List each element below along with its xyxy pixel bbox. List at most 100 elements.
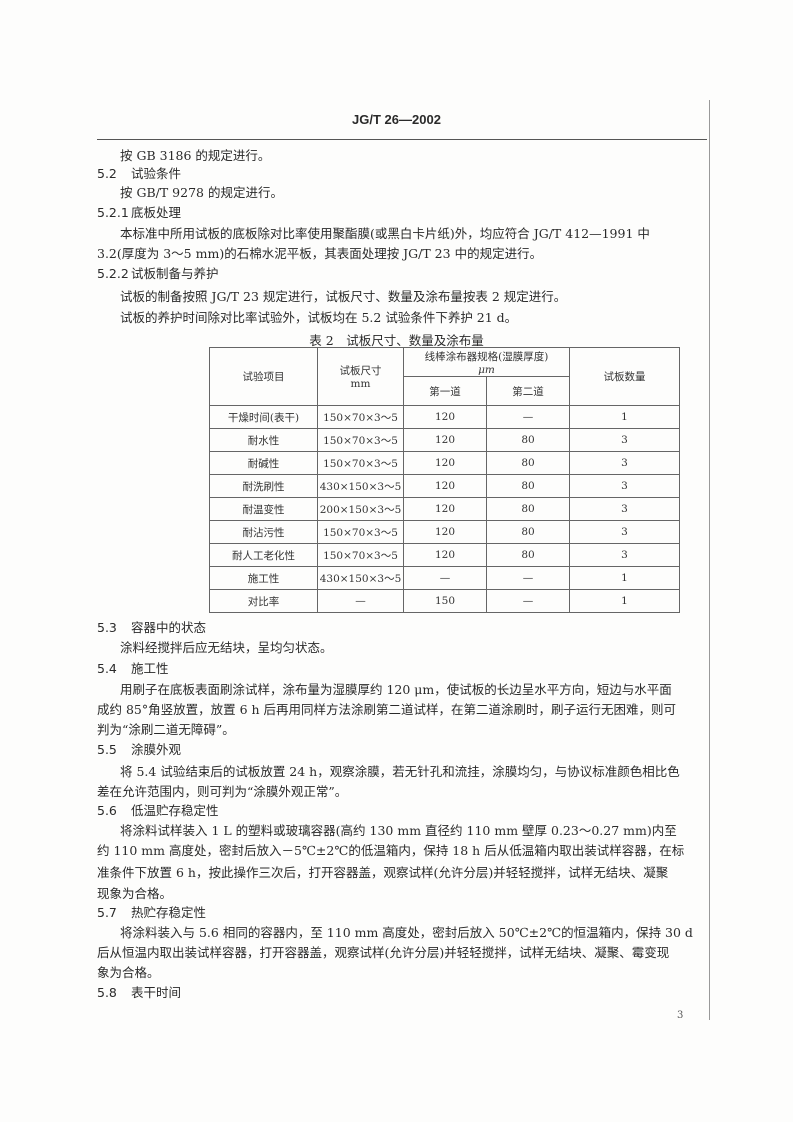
- table-cell: —: [317, 589, 404, 613]
- paragraph-line: 约 110 mm 高度处，密封后放入－5℃±2℃的低温箱内，保持 18 h 后从…: [97, 843, 685, 858]
- paragraph-line: 将涂料试样装入 1 L 的塑料或玻璃容器(高约 130 mm 直径约 110 m…: [120, 823, 677, 838]
- table-row: 耐水性 150×70×3～5 120 80 3: [209, 428, 680, 452]
- table-cell: 430×150×3～5: [317, 474, 404, 498]
- table-cell: 200×150×3～5: [317, 497, 404, 521]
- table-cell: 耐水性: [209, 428, 318, 452]
- paragraph-line: 本标准中所用试板的底板除对比率使用聚酯膜(或黑白卡片纸)外，均应符合 JG/T …: [120, 226, 650, 241]
- table-row: 对比率 —150—1: [209, 589, 680, 613]
- table-cell: —: [403, 566, 487, 590]
- section-number: 5.6: [97, 803, 117, 818]
- page-number: 3: [677, 1010, 684, 1021]
- section-number: 5.2.1: [97, 205, 129, 220]
- section-title: 热贮存稳定性: [131, 905, 207, 920]
- table-row: 耐洗刷性 430×150×3～5 120 80 3: [209, 474, 680, 498]
- section-number: 5.2.2: [97, 266, 129, 281]
- section-title: 试验条件: [131, 166, 182, 181]
- table-cell: 耐人工老化性: [209, 543, 318, 567]
- table-cell: —: [486, 566, 570, 590]
- table-cell: 80: [486, 474, 570, 498]
- section-heading: 5.2 试验条件: [97, 166, 181, 182]
- table-cell: 3: [569, 474, 680, 498]
- table-cell: 120: [403, 520, 487, 544]
- table-cell: —: [486, 405, 570, 429]
- table-cell: 施工性: [209, 566, 318, 590]
- table-cell: 150×70×3～5: [317, 520, 404, 544]
- section-heading: 5.6 低温贮存稳定性: [97, 803, 219, 819]
- table-cell: 80: [486, 520, 570, 544]
- section-number: 5.3: [97, 620, 117, 635]
- section-heading: 5.2.2 试板制备与养护: [97, 266, 219, 282]
- table-row: 干燥时间(表干) 150×70×3～5 120—1: [209, 405, 680, 429]
- table-cell: 120: [403, 428, 487, 452]
- table-cell: 150×70×3～5: [317, 543, 404, 567]
- table-cell: 耐碱性: [209, 451, 318, 475]
- table-cell: —: [486, 589, 570, 613]
- header-size: 试板尺寸 mm: [317, 347, 404, 406]
- table-row: 耐人工老化性 150×70×3～5 120 80 3: [209, 543, 680, 567]
- section-title: 低温贮存稳定性: [131, 803, 219, 818]
- paragraph-line: 成约 85°角竖放置，放置 6 h 后再用同样方法涂刷第二道试样，在第二道涂刷时…: [97, 702, 677, 717]
- table-cell: 3: [569, 428, 680, 452]
- header-second: 第二道: [486, 376, 570, 406]
- table-cell: 干燥时间(表干): [209, 405, 318, 429]
- table-cell: 80: [486, 451, 570, 475]
- header-size-label: 试板尺寸: [339, 365, 382, 377]
- table-row: 施工性 430×150×3～5— —1: [209, 566, 680, 590]
- header-coater: 线棒涂布器规格(湿膜厚度) μm: [403, 347, 570, 377]
- section-number: 5.8: [97, 985, 117, 1000]
- standard-header: JG/T 26—2002: [352, 112, 441, 127]
- header-first: 第一道: [403, 376, 487, 406]
- paragraph-line: 按 GB/T 9278 的规定进行。: [120, 185, 283, 200]
- section-title: 施工性: [131, 661, 169, 676]
- paragraph-line: 差在允许范围内，则可判为“涂膜外观正常”。: [97, 784, 348, 799]
- header-item: 试验项目: [209, 347, 318, 406]
- paragraph-line: 判为“涂刷二道无障碍”。: [97, 722, 235, 737]
- paragraph-line: 将涂料装入与 5.6 相同的容器内，至 110 mm 高度处，密封后放入 50℃…: [120, 925, 693, 940]
- header-size-unit: mm: [350, 378, 371, 390]
- table-cell: 80: [486, 543, 570, 567]
- header-coater-label: 线棒涂布器规格(湿膜厚度): [424, 350, 549, 363]
- table-cell: 1: [569, 566, 680, 590]
- table-cell: 3: [569, 520, 680, 544]
- table-cell: 3: [569, 451, 680, 475]
- section-heading: 5.3 容器中的状态: [97, 620, 206, 636]
- section-number: 5.2: [97, 166, 117, 181]
- table-cell: 耐沾污性: [209, 520, 318, 544]
- table-cell: 150×70×3～5: [317, 428, 404, 452]
- section-heading: 5.5 涂膜外观: [97, 742, 181, 758]
- paragraph-line: 按 GB 3186 的规定进行。: [120, 148, 271, 163]
- paragraph-line: 3.2(厚度为 3～5 mm)的石棉水泥平板，其表面处理按 JG/T 23 中的…: [97, 246, 543, 261]
- table-cell: 80: [486, 497, 570, 521]
- table-cell: 80: [486, 428, 570, 452]
- table-cell: 耐温变性: [209, 497, 318, 521]
- header-count: 试板数量: [569, 347, 680, 406]
- paragraph-line: 试板的养护时间除对比率试验外，试板均在 5.2 试验条件下养护 21 d。: [120, 310, 518, 325]
- section-heading: 5.7 热贮存稳定性: [97, 905, 206, 921]
- table-caption: 表 2 试板尺寸、数量及涂布量: [309, 333, 484, 348]
- section-heading: 5.2.1 底板处理: [97, 205, 181, 221]
- paragraph-line: 涂料经搅拌后应无结块，呈均匀状态。: [120, 640, 333, 655]
- paragraph-line: 后从恒温内取出装试样容器，打开容器盖，观察试样(允许分层)并轻轻搅拌，试样无结块…: [97, 945, 670, 960]
- table-cell: 150×70×3～5: [317, 405, 404, 429]
- section-title: 表干时间: [131, 985, 182, 1000]
- section-number: 5.5: [97, 742, 117, 757]
- page-edge-line: [709, 100, 710, 1020]
- section-heading: 5.4 施工性: [97, 661, 169, 677]
- table-cell: 120: [403, 474, 487, 498]
- paragraph-line: 象为合格。: [97, 965, 160, 980]
- table-cell: 120: [403, 497, 487, 521]
- paragraph-line: 将 5.4 试验结束后的试板放置 24 h，观察涂膜，若无针孔和流挂，涂膜均匀，…: [120, 764, 680, 779]
- table-cell: 150: [403, 589, 487, 613]
- table-cell: 120: [403, 451, 487, 475]
- section-number: 5.7: [97, 905, 117, 920]
- section-title: 涂膜外观: [131, 742, 182, 757]
- table-cell: 1: [569, 589, 680, 613]
- paragraph-line: 准条件下放置 6 h，按此操作三次后，打开容器盖，观察试样(允许分层)并轻轻搅拌…: [97, 865, 669, 880]
- section-title: 容器中的状态: [131, 620, 207, 635]
- paragraph-line: 现象为合格。: [97, 886, 173, 901]
- paragraph-line: 试板的制备按照 JG/T 23 规定进行，试板尺寸、数量及涂布量按表 2 规定进…: [120, 289, 567, 304]
- paragraph-line: 用刷子在底板表面刷涂试样，涂布量为湿膜厚约 120 μm，使试板的长边呈水平方向…: [120, 682, 672, 697]
- specimen-table: 试验项目 试板尺寸 mm 线棒涂布器规格(湿膜厚度) μm 试板数量 第一道 第二道…: [209, 347, 680, 613]
- table-cell: 3: [569, 497, 680, 521]
